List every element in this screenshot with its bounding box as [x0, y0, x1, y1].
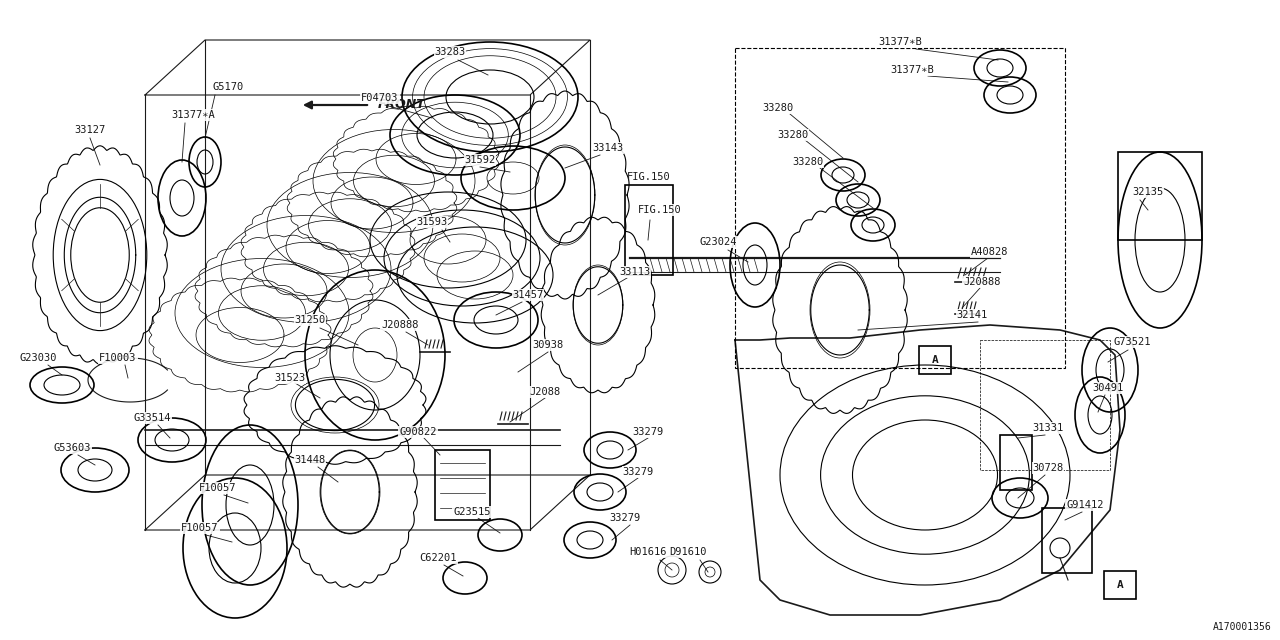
Text: 31377∗B: 31377∗B — [878, 37, 922, 47]
Text: G5170: G5170 — [212, 82, 243, 92]
Text: 31523: 31523 — [274, 373, 306, 383]
Text: 33279: 33279 — [622, 467, 654, 477]
Text: 33280: 33280 — [763, 103, 794, 113]
Text: 30938: 30938 — [532, 340, 563, 350]
Text: 33143: 33143 — [593, 143, 623, 153]
Text: 31457: 31457 — [512, 290, 544, 300]
Text: 33280: 33280 — [792, 157, 823, 167]
Text: A: A — [932, 355, 938, 365]
Text: G73521: G73521 — [1114, 337, 1151, 347]
Text: 33283: 33283 — [434, 47, 466, 57]
Text: 32135: 32135 — [1133, 187, 1164, 197]
Text: F10003: F10003 — [100, 353, 137, 363]
Bar — [735, 48, 1065, 368]
Text: G33514: G33514 — [133, 413, 170, 423]
Text: 31331: 31331 — [1033, 423, 1064, 433]
Bar — [919, 346, 951, 374]
Text: F10057: F10057 — [200, 483, 237, 493]
Text: 30728: 30728 — [1033, 463, 1064, 473]
Text: 31448: 31448 — [294, 455, 325, 465]
Text: FIG.150: FIG.150 — [639, 205, 682, 215]
Text: 31377∗A: 31377∗A — [172, 110, 215, 120]
Text: A: A — [1116, 580, 1124, 590]
Text: 33127: 33127 — [74, 125, 106, 135]
Text: 30491: 30491 — [1092, 383, 1124, 393]
Text: C62201: C62201 — [420, 553, 457, 563]
Bar — [1000, 435, 1032, 490]
Text: 31377∗B: 31377∗B — [890, 65, 934, 75]
Text: 33113: 33113 — [620, 267, 650, 277]
Text: J20888: J20888 — [381, 320, 419, 330]
Text: 33279: 33279 — [609, 513, 640, 523]
Bar — [1042, 508, 1092, 573]
Text: J20888: J20888 — [964, 277, 1001, 287]
Text: D91610: D91610 — [669, 547, 707, 557]
Text: F10057: F10057 — [182, 523, 219, 533]
Text: J2088: J2088 — [530, 387, 561, 397]
Text: FRONT: FRONT — [378, 99, 426, 111]
Text: F04703: F04703 — [361, 93, 399, 103]
Text: A170001356: A170001356 — [1213, 622, 1272, 632]
Bar — [1117, 152, 1202, 240]
Text: G23030: G23030 — [19, 353, 56, 363]
Bar — [435, 450, 490, 520]
Bar — [1103, 571, 1137, 599]
Text: G91412: G91412 — [1066, 500, 1103, 510]
Text: 31593: 31593 — [416, 217, 448, 227]
Text: 31250: 31250 — [294, 315, 325, 325]
Bar — [980, 340, 1110, 470]
Text: G23024: G23024 — [699, 237, 737, 247]
Text: 33280: 33280 — [777, 130, 809, 140]
Bar — [625, 185, 673, 275]
Text: G90822: G90822 — [399, 427, 436, 437]
Text: FIG.150: FIG.150 — [627, 172, 671, 182]
Text: H01616: H01616 — [630, 547, 667, 557]
Text: 33279: 33279 — [632, 427, 663, 437]
Text: G53603: G53603 — [54, 443, 91, 453]
Text: 32141: 32141 — [956, 310, 988, 320]
Text: A40828: A40828 — [972, 247, 1009, 257]
Text: G23515: G23515 — [453, 507, 490, 517]
Text: 31592: 31592 — [465, 155, 495, 165]
